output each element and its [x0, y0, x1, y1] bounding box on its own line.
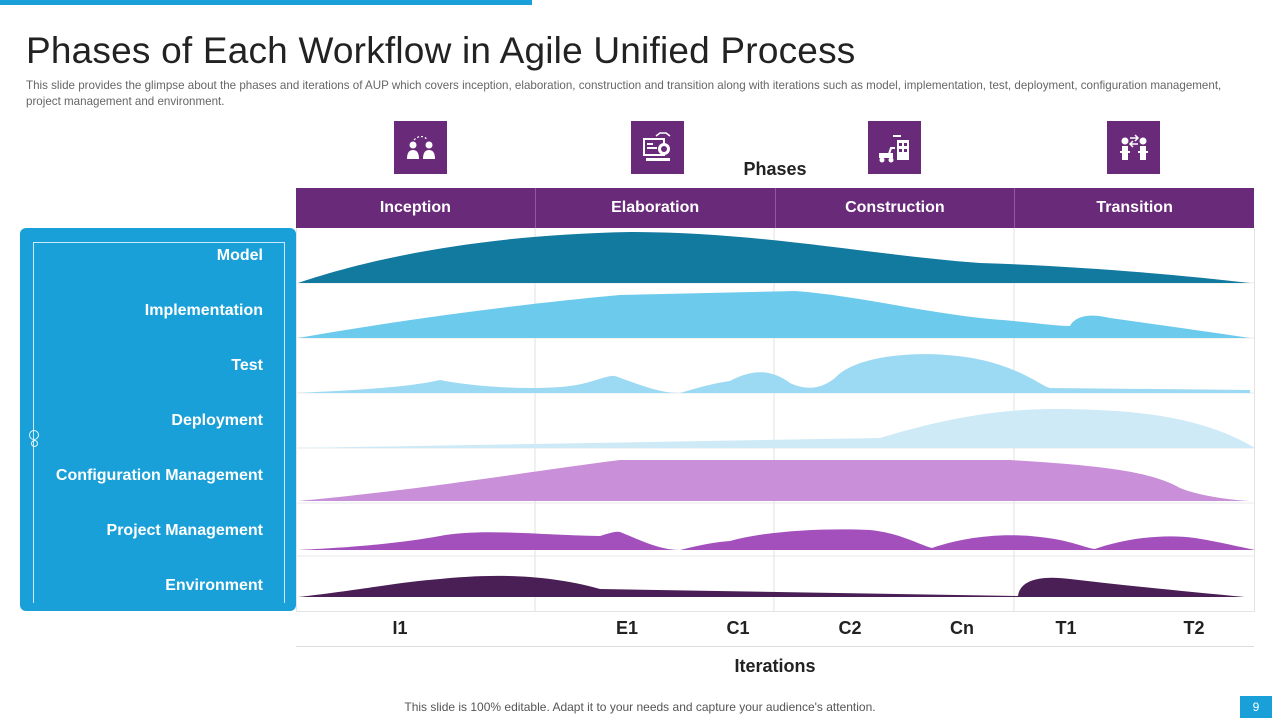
- workflow-label-panel: [20, 228, 296, 611]
- page-number: 9: [1240, 696, 1272, 718]
- workflow-label-project-management: Project Management: [106, 522, 263, 539]
- phases-heading: Phases: [743, 159, 807, 179]
- page-title: Phases of Each Workflow in Agile Unified…: [26, 30, 856, 71]
- footer-note: This slide is 100% editable. Adapt it to…: [404, 700, 876, 714]
- workflow-grid-frame: [296, 228, 1255, 612]
- idea-screen-icon: [631, 121, 684, 174]
- iteration-label: C2: [838, 618, 862, 638]
- phase-elaboration: Elaboration: [536, 188, 776, 228]
- model-effort-curve: [298, 232, 1250, 283]
- iteration-label: Cn: [950, 618, 974, 638]
- workflow-label-deployment: Deployment: [171, 412, 263, 429]
- iteration-label: I1: [392, 618, 408, 638]
- deployment-effort-curve: [298, 409, 1255, 448]
- test-effort-curve: [298, 354, 1250, 393]
- panel-bullet-icon: [29, 430, 39, 440]
- project-management-effort-curve: [298, 529, 1255, 550]
- page-subtitle: This slide provides the glimpse about th…: [26, 79, 1222, 108]
- iteration-label: C1: [726, 618, 750, 638]
- workflow-label-model: Model: [216, 247, 263, 264]
- phase-transition: Transition: [1096, 199, 1173, 216]
- construction-icon: [868, 121, 921, 174]
- iterations-divider: [296, 646, 1254, 647]
- workflow-label-environment: Environment: [165, 577, 263, 594]
- iteration-label: T2: [1183, 618, 1205, 638]
- phase-header-row: Inception Elaboration Construction Trans…: [296, 188, 1254, 228]
- transition-icon: [1107, 121, 1160, 174]
- workflow-label-configuration-management: Configuration Management: [55, 467, 263, 484]
- phase-construction: Construction: [776, 188, 1016, 228]
- workflow-label-test: Test: [231, 357, 263, 374]
- implementation-effort-curve: [298, 291, 1250, 338]
- panel-bracket-line: [33, 242, 285, 603]
- workflow-label-implementation: Implementation: [144, 302, 263, 319]
- iteration-label: T1: [1055, 618, 1077, 638]
- iterations-heading: Iterations: [734, 656, 816, 676]
- configuration-management-effort-curve: [298, 460, 1250, 501]
- environment-effort-curve: [298, 575, 1245, 597]
- panel-bullet-icon: [31, 440, 38, 447]
- people-icon: [394, 121, 447, 174]
- top-accent-bar: [0, 0, 532, 5]
- phase-inception: Inception: [296, 188, 536, 228]
- iteration-label: E1: [615, 618, 639, 638]
